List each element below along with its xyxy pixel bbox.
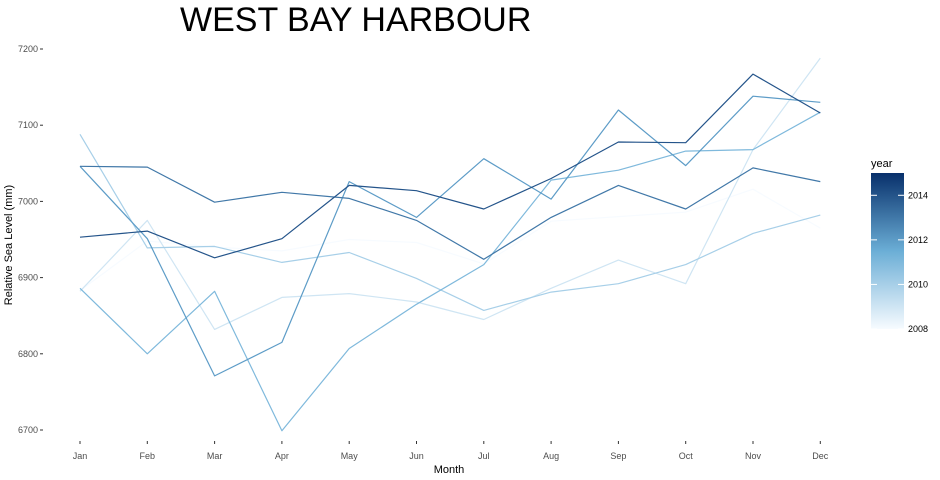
series-line-2010: [79, 133, 821, 311]
y-tick-label: 6800: [18, 349, 38, 359]
x-tick-label: Aug: [543, 451, 559, 461]
x-tick-label: Dec: [812, 451, 829, 461]
legend-tick-label: 2008: [908, 324, 928, 334]
x-axis-title: Month: [434, 464, 465, 476]
series-line-2014: [79, 73, 821, 259]
series-line-2013: [79, 165, 821, 260]
x-tick-label: Jan: [73, 451, 88, 461]
y-tick-label: 7000: [18, 196, 38, 206]
series-line-2012: [79, 95, 821, 377]
x-tick-label: Jun: [409, 451, 424, 461]
legend-tick-label: 2012: [908, 235, 928, 245]
x-tick-label: Mar: [207, 451, 223, 461]
x-axis: Jan Feb Mar Apr May Jun Jul Aug Sep Oct Nov Dec: [73, 441, 829, 461]
x-tick-label: Nov: [745, 451, 762, 461]
legend-colorbar: [871, 173, 904, 329]
legend-ticks: 2008 2010 2012 2014: [871, 190, 928, 334]
x-tick-label: May: [341, 451, 359, 461]
y-axis: 6700 6800 6900 7000 7100 7200: [18, 44, 43, 435]
legend: year 2008 2010 2012 2014: [871, 158, 928, 334]
y-axis-title: Relative Sea Level (mm): [3, 185, 15, 305]
x-tick-label: Sep: [610, 451, 626, 461]
y-tick-label: 7200: [18, 44, 38, 54]
y-tick-label: 7100: [18, 120, 38, 130]
x-tick-label: Oct: [679, 451, 694, 461]
series-lines: [79, 57, 821, 432]
legend-title: year: [871, 158, 893, 170]
y-tick-label: 6700: [18, 425, 38, 435]
x-tick-label: Feb: [140, 451, 156, 461]
y-tick-label: 6900: [18, 273, 38, 283]
x-tick-label: Apr: [275, 451, 289, 461]
legend-tick-label: 2010: [908, 279, 928, 289]
x-tick-label: Jul: [478, 451, 490, 461]
legend-tick-label: 2014: [908, 190, 928, 200]
chart-title: WEST BAY HARBOUR: [180, 1, 532, 39]
series-line-2011: [79, 111, 821, 432]
series-line-2009: [79, 57, 821, 330]
